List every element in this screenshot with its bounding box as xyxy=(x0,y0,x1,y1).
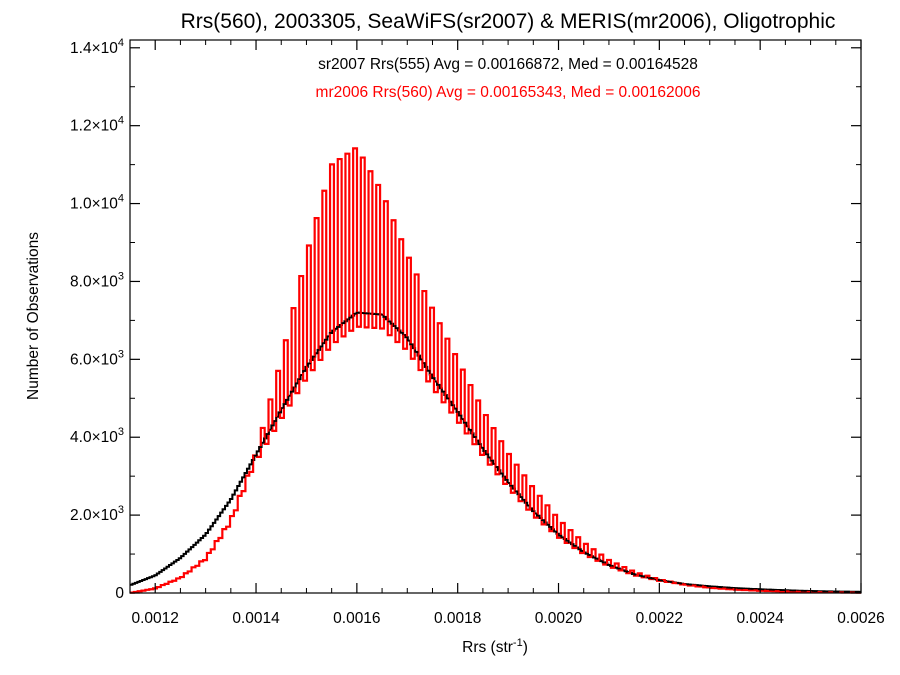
y-tick-label: 8.0×103 xyxy=(70,270,124,290)
series-sr2007-overlay xyxy=(130,311,861,593)
x-tick-label: 0.0024 xyxy=(736,610,784,627)
x-axis-label-base: Rrs (str xyxy=(462,639,513,656)
y-tick-mantissa: 2.0×10 xyxy=(70,507,118,524)
annotation-mr2006: mr2006 Rrs(560) Avg = 0.00165343, Med = … xyxy=(316,84,701,101)
y-tick-label: 1.2×104 xyxy=(70,115,124,135)
x-axis-label: Rrs (str-1) xyxy=(462,637,528,656)
x-tick-label: 0.0026 xyxy=(837,610,884,627)
x-tick-label: 0.0018 xyxy=(434,610,481,627)
y-axis: 02.0×1034.0×1036.0×1038.0×1031.0×1041.2×… xyxy=(70,37,861,602)
annotation-sr2007: sr2007 Rrs(555) Avg = 0.00166872, Med = … xyxy=(318,56,698,73)
y-tick-mantissa: 1.2×10 xyxy=(70,118,118,135)
x-tick-label: 0.0012 xyxy=(131,610,178,627)
series-layer xyxy=(130,147,861,594)
y-tick-exponent: 4 xyxy=(118,193,124,205)
y-tick-exponent: 3 xyxy=(118,426,124,438)
y-tick-exponent: 4 xyxy=(118,37,124,49)
y-tick-mantissa: 0 xyxy=(115,585,124,602)
chart-title: Rrs(560), 2003305, SeaWiFS(sr2007) & MER… xyxy=(181,10,836,33)
y-tick-exponent: 3 xyxy=(118,348,124,360)
x-axis-label-end: ) xyxy=(523,639,528,656)
y-tick-mantissa: 4.0×10 xyxy=(70,429,118,446)
y-tick-mantissa: 1.0×10 xyxy=(70,196,118,213)
y-tick-mantissa: 6.0×10 xyxy=(70,351,118,368)
series-mr2006-histogram xyxy=(130,147,861,594)
y-tick-label: 4.0×103 xyxy=(70,426,124,446)
y-tick-exponent: 3 xyxy=(118,504,124,516)
x-tick-label: 0.0020 xyxy=(535,610,583,627)
x-axis: 0.0012 0.0014 0.0016 0.0018 0.0020 0.0022 0.00… xyxy=(129,40,885,627)
x-tick-label: 0.0014 xyxy=(232,610,280,627)
y-tick-label: 1.4×104 xyxy=(70,37,124,57)
y-axis-label: Number of Observations xyxy=(25,232,42,400)
x-axis-label-sup: -1 xyxy=(513,637,523,649)
x-tick-label: 0.0022 xyxy=(636,610,683,627)
y-tick-label: 2.0×103 xyxy=(70,504,124,524)
y-tick-exponent: 4 xyxy=(118,115,124,127)
y-tick-label: 6.0×103 xyxy=(70,348,124,368)
y-tick-mantissa: 8.0×10 xyxy=(70,273,118,290)
x-tick-label: 0.0016 xyxy=(333,610,380,627)
y-tick-exponent: 3 xyxy=(118,270,124,282)
y-tick-label: 1.0×104 xyxy=(70,193,124,213)
plot-frame xyxy=(129,39,862,594)
y-tick-label: 0 xyxy=(115,585,124,602)
y-tick-mantissa: 1.4×10 xyxy=(70,40,118,57)
